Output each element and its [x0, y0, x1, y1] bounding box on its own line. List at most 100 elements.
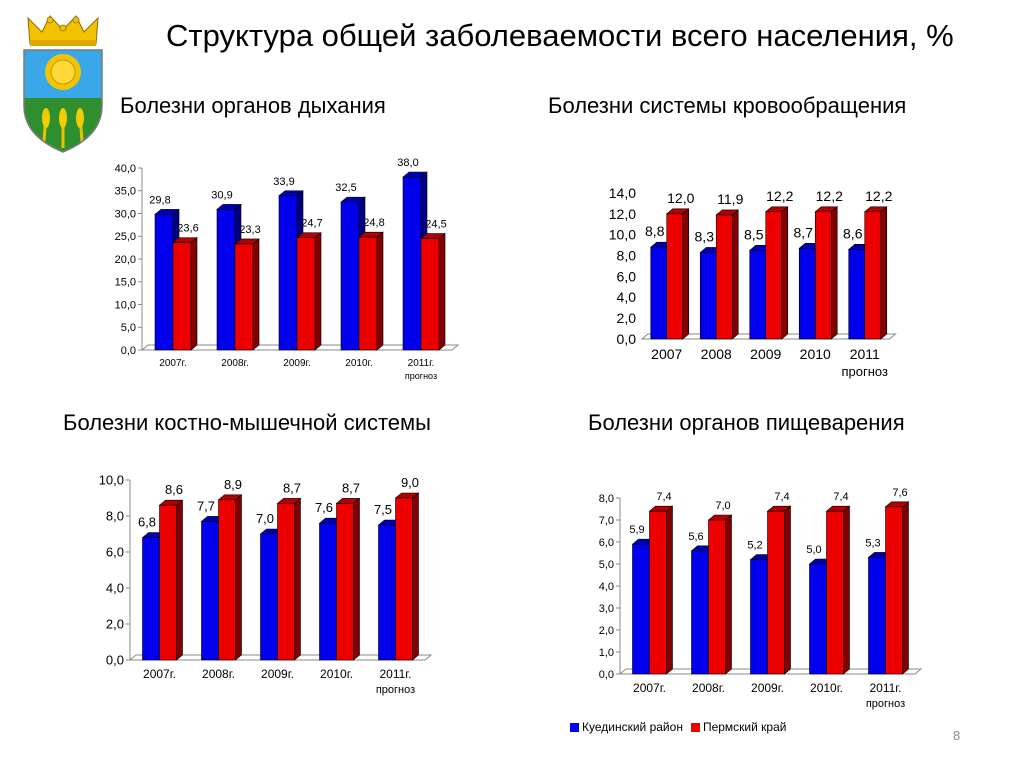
- x-tick-label: 2011г.: [869, 681, 901, 695]
- data-label: 7,4: [774, 491, 789, 503]
- data-label: 8,9: [224, 477, 242, 492]
- data-label: 32,5: [335, 182, 356, 194]
- y-tick-label: 14,0: [609, 185, 636, 201]
- data-label: 8,5: [744, 226, 764, 242]
- bar-front: [708, 519, 726, 675]
- bar-front: [172, 242, 192, 351]
- x-tick-label: 2009г.: [261, 667, 294, 681]
- x-tick-label: 2007г.: [159, 358, 186, 369]
- bar-side: [682, 208, 690, 340]
- x-tick-label: прогноз: [842, 364, 889, 379]
- y-tick-label: 6,0: [106, 545, 124, 560]
- bar-side: [314, 231, 322, 351]
- data-label: 24,7: [301, 218, 322, 230]
- y-tick-label: 10,0: [99, 473, 124, 488]
- x-tick-label: 2010г.: [320, 667, 353, 681]
- data-label: 33,9: [273, 176, 294, 188]
- bar-front: [336, 503, 354, 661]
- bar-front: [218, 499, 236, 661]
- data-label: 5,0: [806, 544, 821, 556]
- bar-front: [632, 543, 650, 675]
- bar-front: [142, 537, 160, 661]
- y-tick-label: 15,0: [115, 277, 136, 289]
- data-label: 6,8: [138, 515, 156, 530]
- bar-front: [691, 550, 709, 675]
- bar: [394, 492, 420, 661]
- y-tick-label: 0,0: [121, 345, 136, 357]
- bar-front: [715, 214, 733, 340]
- bar-front: [216, 209, 236, 351]
- bar-front: [260, 533, 278, 661]
- bar-side: [412, 492, 419, 661]
- bar-front: [814, 211, 832, 340]
- legend-label-krai: Пермский край: [702, 720, 787, 734]
- data-label: 24,8: [363, 217, 384, 229]
- bar: [707, 514, 733, 675]
- bar-front: [848, 249, 866, 340]
- chart-circulatory: 0,0 2,0 4,0 6,0 8,0 10,0 12,0 14,0 2007 2008 2009 2…: [609, 185, 897, 379]
- y-tick-label: 10,0: [609, 227, 636, 243]
- bar-side: [353, 497, 360, 661]
- bar: [884, 501, 910, 675]
- bar: [217, 494, 243, 661]
- y-tick-label: 4,0: [106, 581, 124, 596]
- bar-side: [235, 494, 242, 661]
- bar: [715, 209, 740, 340]
- y-tick-label: 2,0: [106, 617, 124, 632]
- data-label: 38,0: [397, 157, 418, 169]
- bar: [172, 236, 198, 351]
- y-tick-label: 1,0: [599, 647, 614, 659]
- data-label: 8,7: [342, 480, 360, 495]
- chart-digestive: 0,0 1,0 2,0 3,0 4,0 5,0 6,0 7,0 8,0 2007г. 2008г. 2…: [599, 487, 923, 710]
- y-tick-label: 10,0: [115, 299, 136, 311]
- y-tick-label: 8,0: [599, 493, 614, 505]
- y-tick-label: 8,0: [617, 247, 637, 263]
- x-tick-label: прогноз: [405, 371, 437, 381]
- x-tick-label: прогноз: [866, 698, 905, 710]
- data-label: 7,4: [656, 491, 671, 503]
- chart-title-digestive: Болезни органов пищеварения: [588, 410, 905, 435]
- bar-front: [885, 506, 903, 675]
- bar-front: [201, 521, 219, 661]
- y-tick-label: 7,0: [599, 515, 614, 527]
- x-tick-label: 2009г.: [283, 358, 310, 369]
- y-tick-label: 20,0: [115, 254, 136, 266]
- legend-item-krai: Пермский край: [690, 720, 787, 734]
- x-tick-label: 2008г.: [221, 358, 248, 369]
- bar-front: [277, 503, 295, 661]
- data-label: 7,7: [197, 498, 215, 513]
- bar-front: [402, 176, 422, 351]
- x-tick-label: 2011г.: [408, 358, 435, 369]
- bar: [648, 505, 674, 675]
- y-tick-label: 0,0: [617, 331, 637, 347]
- bar-side: [190, 236, 198, 351]
- bar-side: [731, 209, 739, 340]
- bar-side: [781, 206, 789, 340]
- y-tick-label: 30,0: [115, 208, 136, 220]
- bar-front: [864, 211, 882, 340]
- bar-front: [340, 201, 360, 351]
- y-tick-label: 6,0: [599, 537, 614, 549]
- data-label: 11,9: [717, 191, 743, 207]
- bar-side: [666, 505, 673, 675]
- data-label: 5,9: [629, 524, 644, 536]
- y-tick-label: 25,0: [115, 231, 136, 243]
- bar: [158, 499, 184, 661]
- bar-side: [880, 206, 888, 340]
- bar-front: [278, 195, 298, 351]
- bar-front: [154, 214, 174, 351]
- data-label: 29,8: [149, 194, 170, 206]
- bar-side: [376, 231, 384, 351]
- data-label: 5,2: [747, 540, 762, 552]
- data-label: 7,5: [374, 502, 392, 517]
- bar-front: [319, 522, 337, 661]
- chart-title-respiratory: Болезни органов дыхания: [120, 93, 386, 118]
- data-label: 8,6: [165, 482, 183, 497]
- bar: [665, 208, 690, 340]
- chart-title-musculoskeletal: Болезни костно-мышечной системы: [63, 410, 431, 435]
- y-tick-label: 12,0: [609, 206, 636, 222]
- data-label: 7,0: [256, 511, 274, 526]
- bar-front: [666, 213, 684, 340]
- bar: [825, 505, 851, 675]
- data-label: 8,8: [645, 223, 665, 239]
